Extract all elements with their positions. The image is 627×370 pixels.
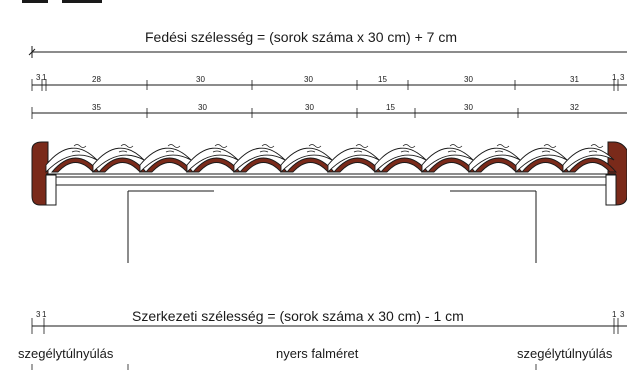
- tile-trough-4: [192, 157, 241, 173]
- row1-dim-10: 3: [620, 73, 625, 82]
- tile-cap-12: [562, 147, 615, 174]
- tile-detail-5: [259, 144, 275, 153]
- tile-detail-9: [447, 144, 463, 153]
- row1-dimension-line: [31, 79, 627, 91]
- tile-trough-5: [239, 157, 288, 173]
- bottom-width-dimension-line: [31, 318, 627, 334]
- roof-base-structure: [45, 174, 617, 206]
- bottom-dim-left-1: 3: [36, 310, 41, 319]
- roof-tiles-section: [31, 141, 627, 206]
- tile-trough-10: [474, 157, 523, 173]
- tile-detail-7: [353, 144, 369, 153]
- tile-trough-8: [380, 157, 429, 173]
- bottom-ticks: [31, 364, 537, 370]
- tile-trough-11: [521, 157, 570, 173]
- row1-dim-8: 31: [570, 75, 579, 84]
- right-overhang-label: szegélytúlnyúlás: [517, 346, 613, 361]
- tile-trough-1: [51, 157, 100, 173]
- row1-dim-9: 1: [612, 73, 617, 82]
- raw-wall-size-label: nyers falméret: [276, 346, 359, 361]
- row1-dim-6: 15: [378, 75, 387, 84]
- row2-dimension-line: [31, 107, 627, 119]
- row1-dim-2: 1: [42, 73, 47, 82]
- row1-dim-3: 28: [92, 75, 101, 84]
- tile-trough-6: [286, 157, 335, 173]
- bottom-dim-left-2: 1: [42, 310, 47, 319]
- tile-detail-3: [165, 144, 181, 153]
- tile-detail-2: [118, 144, 134, 153]
- tile-trough-12: [568, 157, 617, 173]
- row1-dim-4: 30: [196, 75, 205, 84]
- row2-dim-5: 30: [464, 103, 473, 112]
- tile-trough-3: [145, 157, 194, 173]
- tile-detail-12: [588, 144, 604, 153]
- tile-trough-7: [333, 157, 382, 173]
- tile-detail-8: [400, 144, 416, 153]
- row2-dim-1: 35: [92, 103, 101, 112]
- top-width-dimension-line: [28, 46, 627, 58]
- tile-trough-2: [98, 157, 147, 173]
- tile-detail-11: [541, 144, 557, 153]
- row2-dim-4: 15: [386, 103, 395, 112]
- row2-dim-3: 30: [305, 103, 314, 112]
- top-formula-text: Fedési szélesség = (sorok száma x 30 cm)…: [145, 29, 457, 45]
- bottom-dim-right-2: 3: [620, 310, 625, 319]
- bottom-dim-right-1: 1: [612, 310, 617, 319]
- row1-dim-1: 3: [36, 73, 41, 82]
- bottom-formula-text: Szerkezeti szélesség = (sorok száma x 30…: [132, 308, 464, 324]
- tile-detail-10: [494, 144, 510, 153]
- cropped-title-fragment: [22, 0, 102, 3]
- row1-dim-5: 30: [304, 75, 313, 84]
- row2-dim-6: 32: [570, 103, 579, 112]
- tile-trough-9: [427, 157, 476, 173]
- row1-dim-7: 30: [464, 75, 473, 84]
- tile-detail-1: [71, 144, 87, 153]
- tile-detail-6: [306, 144, 322, 153]
- left-overhang-label: szegélytúlnyúlás: [18, 346, 114, 361]
- row2-dim-2: 30: [198, 103, 207, 112]
- raw-wall-outline: [127, 190, 537, 263]
- tile-detail-4: [212, 144, 228, 153]
